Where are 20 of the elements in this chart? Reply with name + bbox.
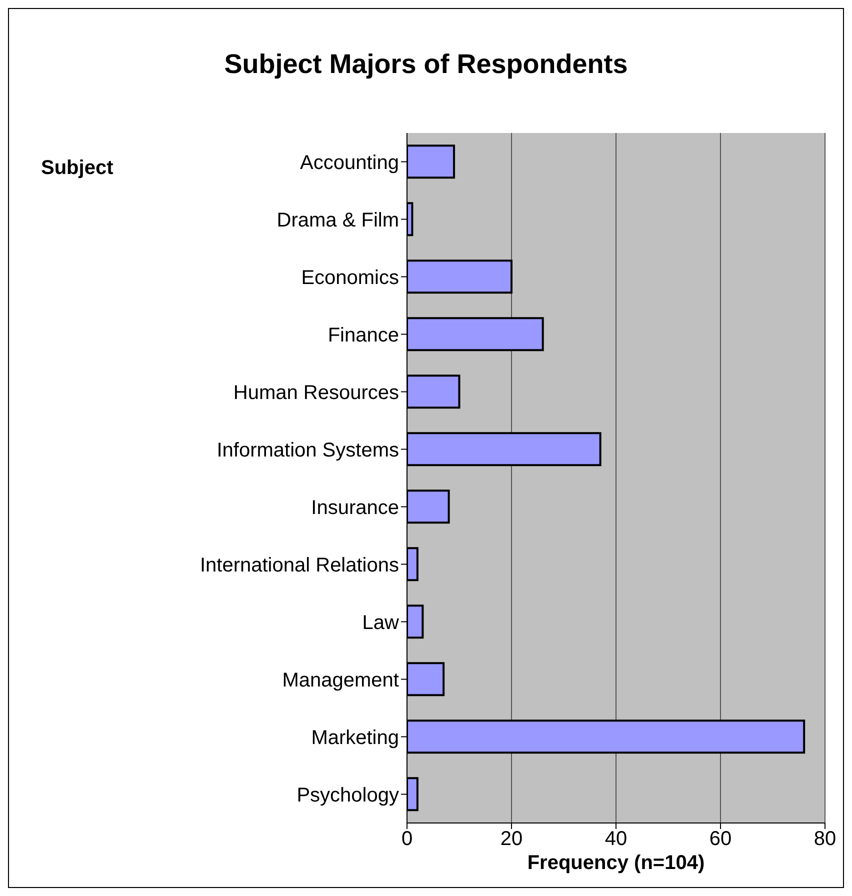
y-tick-label: Drama & Film [276,209,399,232]
x-axis-title: Frequency (n=104) [526,852,706,875]
x-tick-label: 0 [401,828,413,850]
x-tick-label: 40 [604,828,628,850]
y-tick-label: Human Resources [233,382,399,404]
x-tick-label: 80 [814,828,836,850]
y-tick-label: International Relations [200,554,399,576]
y-tick-label: Law [362,612,400,634]
x-tick-label: 20 [500,828,523,850]
y-axis-title: Subject [41,157,114,180]
y-tick-label: Marketing [311,726,399,749]
y-tick-label: Information Systems [216,439,399,462]
y-tick-label: Finance [328,324,399,346]
x-tick-label: 60 [709,828,732,850]
y-tick-label: Psychology [296,784,399,806]
y-tick-label: Management [282,669,400,692]
y-tick-label: Accounting [300,152,399,174]
y-tick-label: Insurance [311,496,399,519]
y-tick-label: Economics [301,266,399,289]
chart-title: Subject Majors of Respondents [223,49,629,80]
